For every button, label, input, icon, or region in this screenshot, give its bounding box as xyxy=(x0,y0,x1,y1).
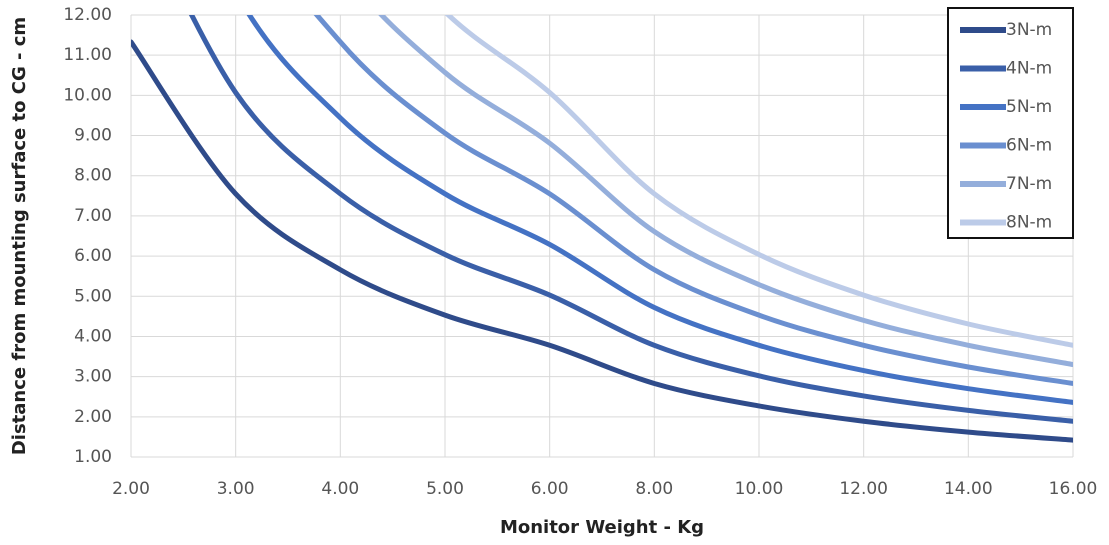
legend-label: 3N-m xyxy=(1006,20,1052,40)
x-axis-title: Monitor Weight - Kg xyxy=(500,517,704,538)
legend-box xyxy=(947,7,1074,239)
x-tick-label: 6.00 xyxy=(531,479,569,499)
legend-label: 5N-m xyxy=(1006,97,1052,117)
y-tick-label: 6.00 xyxy=(74,246,112,266)
x-tick-label: 3.00 xyxy=(217,479,255,499)
y-tick-label: 4.00 xyxy=(74,326,112,346)
y-tick-label: 8.00 xyxy=(74,166,112,186)
y-tick-label: 3.00 xyxy=(74,367,112,387)
y-axis-title: Distance from mounting surface to CG - c… xyxy=(9,17,30,455)
y-tick-label: 1.00 xyxy=(74,447,112,467)
x-tick-label: 4.00 xyxy=(321,479,359,499)
legend-label: 8N-m xyxy=(1006,213,1052,233)
x-tick-label: 2.00 xyxy=(112,479,150,499)
x-tick-label: 5.00 xyxy=(426,479,464,499)
line-series xyxy=(378,15,1073,368)
line-series xyxy=(444,15,1073,348)
y-tick-label: 7.00 xyxy=(74,206,112,226)
plot-area xyxy=(131,15,1073,443)
line-series xyxy=(188,15,1073,424)
legend-label: 6N-m xyxy=(1006,136,1052,156)
x-tick-label: 12.00 xyxy=(839,479,888,499)
legend-label: 7N-m xyxy=(1006,174,1052,194)
y-tick-label: 12.00 xyxy=(63,5,112,25)
y-tick-label: 10.00 xyxy=(63,85,112,105)
line-series xyxy=(246,15,1073,405)
legend-label: 4N-m xyxy=(1006,59,1052,79)
x-tick-label: 10.00 xyxy=(735,479,784,499)
y-tick-label: 9.00 xyxy=(74,126,112,146)
x-tick-label: 16.00 xyxy=(1049,479,1098,499)
line-series xyxy=(131,39,1073,443)
x-tick-label: 8.00 xyxy=(635,479,673,499)
y-tick-label: 11.00 xyxy=(63,45,112,65)
x-tick-label: 14.00 xyxy=(944,479,993,499)
y-tick-label: 2.00 xyxy=(74,407,112,427)
y-tick-label: 5.00 xyxy=(74,286,112,306)
line-series xyxy=(313,15,1073,386)
